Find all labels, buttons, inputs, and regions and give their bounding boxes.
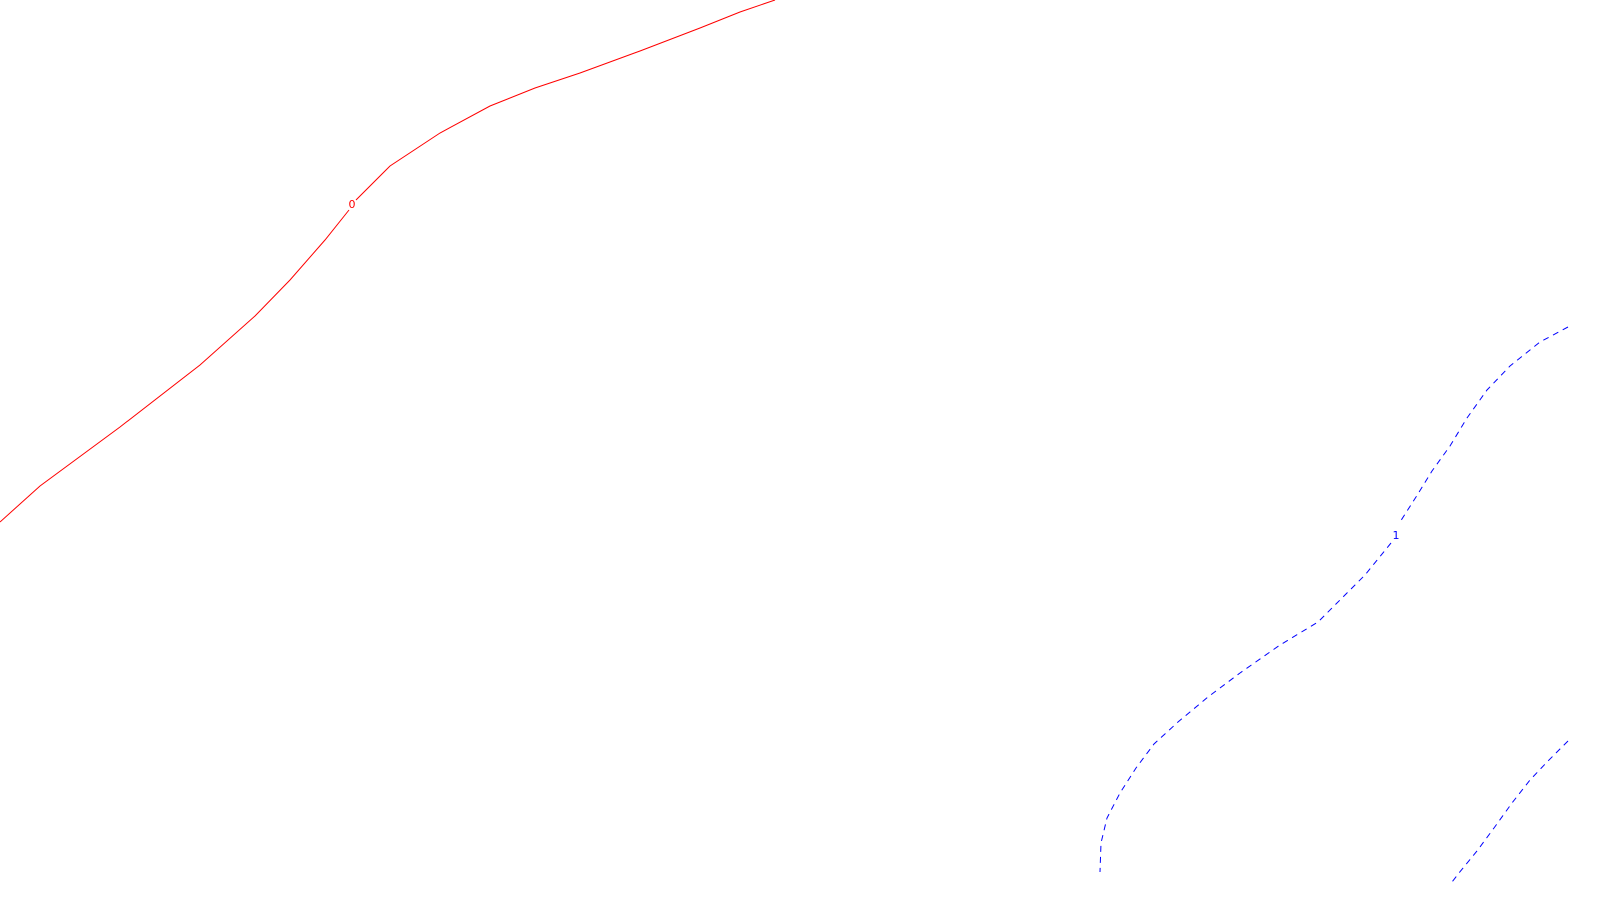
contour-labels: 01 — [349, 198, 1400, 542]
contour-label-0: 0 — [349, 198, 356, 211]
contour-line-0-segment-0 — [0, 209, 350, 523]
contour-line-0-segment-1 — [355, 0, 776, 201]
contour-label-1: 1 — [1393, 529, 1400, 542]
contour-line-1-segment-0 — [1399, 326, 1569, 523]
contour-line-1-segment-1 — [1099, 542, 1392, 873]
contour-lines — [0, 0, 1569, 883]
contour-line-unlabeled-2-segment-0 — [1451, 740, 1569, 883]
